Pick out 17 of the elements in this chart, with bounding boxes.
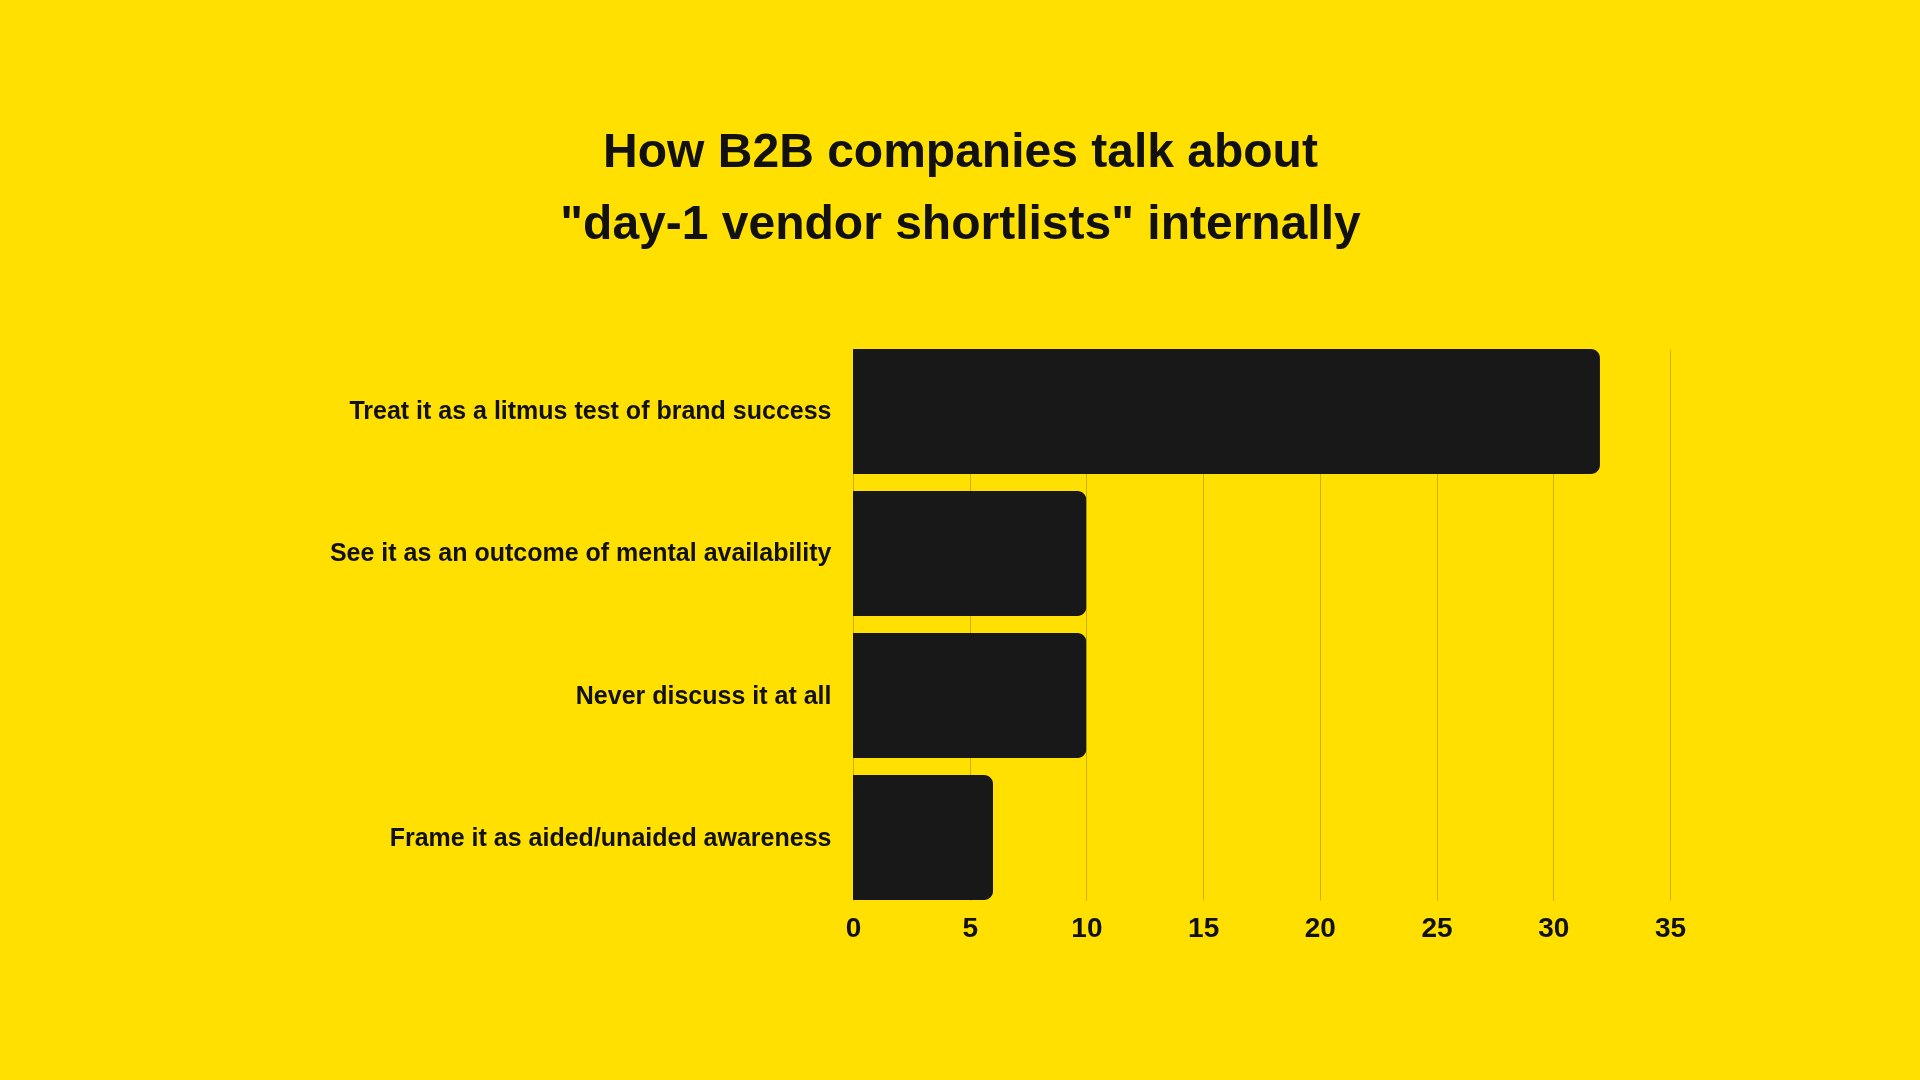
y-tick-label: Never discuss it at all bbox=[575, 680, 832, 709]
y-tick-label: Frame it as aided/unaided awareness bbox=[389, 822, 832, 851]
x-tick-label: 20 bbox=[1304, 911, 1336, 943]
x-tick-label: 15 bbox=[1188, 911, 1220, 943]
x-tick-label: 0 bbox=[845, 911, 862, 943]
y-tick-label: See it as an outcome of mental availability bbox=[329, 538, 832, 567]
bar bbox=[853, 349, 1600, 474]
bar bbox=[853, 775, 994, 900]
x-tick-label: 35 bbox=[1654, 911, 1687, 943]
y-tick-label: Treat it as a litmus test of brand success bbox=[349, 396, 832, 425]
x-tick-label: 10 bbox=[1071, 911, 1103, 943]
bar bbox=[853, 633, 1087, 758]
bar bbox=[853, 491, 1087, 616]
x-tick-label: 25 bbox=[1421, 911, 1453, 943]
x-tick-label: 5 bbox=[962, 911, 978, 943]
x-tick-label: 30 bbox=[1538, 911, 1570, 943]
chart-title: How B2B companies talk about "day-1 vendor shortlists" internally bbox=[560, 124, 1361, 249]
